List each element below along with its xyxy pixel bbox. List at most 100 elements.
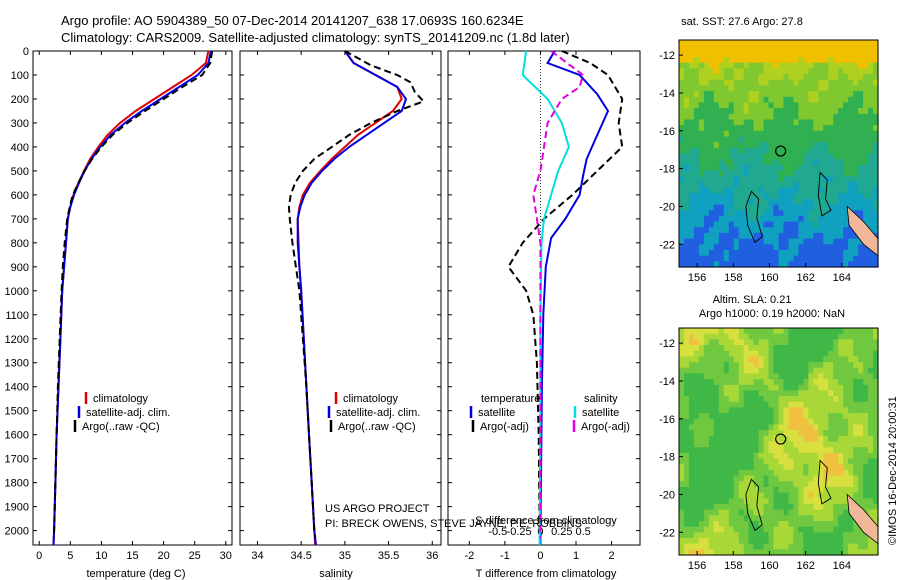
map-cell [783, 390, 790, 397]
map-cell [828, 532, 834, 539]
map-cell [733, 481, 740, 488]
map-cell [828, 435, 834, 443]
map-cell [738, 401, 745, 409]
map-cell [748, 452, 755, 460]
map-cell [818, 407, 824, 414]
map-cell [768, 176, 775, 183]
map-cell [863, 418, 869, 426]
map-cell [848, 255, 854, 262]
map-cell [833, 187, 839, 194]
map-cell [703, 503, 710, 511]
series-argo [287, 50, 426, 538]
map-cell [848, 68, 854, 75]
map-cell [848, 159, 854, 166]
map-cell [689, 250, 695, 257]
map-cell [848, 91, 854, 98]
map-cell [763, 198, 770, 206]
map-cell [733, 187, 740, 194]
map-cell [753, 413, 760, 420]
map-cell [763, 57, 770, 64]
map-cell [873, 40, 879, 47]
map-cell [823, 452, 829, 460]
map-cell [808, 362, 814, 369]
map-cell [783, 521, 790, 528]
map-cell [763, 441, 770, 448]
map-cell [868, 538, 874, 545]
map-cell [783, 447, 790, 454]
map-cell [853, 492, 859, 499]
legend-climatology: climatology [343, 393, 399, 405]
map-cell [828, 441, 834, 448]
map-cell [803, 435, 809, 443]
map-cell [708, 130, 715, 138]
map-cell [818, 532, 824, 539]
map-cell [693, 509, 700, 516]
map-cell [788, 74, 795, 81]
map-cell [768, 51, 775, 58]
map-cell [838, 40, 844, 47]
map-cell [793, 255, 799, 262]
map-cell [813, 227, 819, 234]
map-cell [793, 125, 799, 132]
map-cell [863, 481, 869, 488]
map-cell [798, 125, 804, 132]
map-cell [738, 526, 745, 533]
map-cell [873, 113, 879, 121]
map-cell [698, 85, 705, 92]
map-cell [783, 176, 790, 183]
map-cell [858, 373, 864, 380]
map-cell [823, 40, 829, 47]
map-cell [728, 333, 735, 340]
map-cell [718, 108, 725, 115]
map-cell [873, 125, 879, 132]
map-cell [684, 170, 690, 177]
map-cell [843, 475, 849, 482]
map-cell [773, 255, 780, 262]
map-cell [738, 486, 745, 494]
map-cell [853, 210, 859, 217]
map-cell [684, 261, 690, 268]
map-cell [693, 396, 700, 403]
map-cell [853, 244, 859, 251]
map-cell [778, 227, 785, 234]
y-tick-label: 500 [11, 166, 29, 178]
map-cell [853, 379, 859, 386]
map-cell [778, 430, 785, 437]
map-cell [788, 164, 795, 172]
map-cell [684, 45, 690, 52]
map-cell [808, 142, 814, 149]
map-cell [848, 328, 854, 335]
map-cell [763, 384, 770, 392]
map-cell [828, 418, 834, 426]
map-cell [753, 430, 760, 437]
map-cell [833, 543, 839, 550]
map-cell [738, 464, 745, 471]
map-cell [823, 125, 829, 132]
map-cell [873, 345, 879, 352]
map-cell [758, 153, 765, 160]
map-cell [733, 221, 740, 228]
map-cell [758, 486, 765, 494]
map-cell [808, 74, 814, 81]
map-cell [773, 40, 780, 47]
map-cell [713, 401, 720, 409]
map-cell [793, 227, 799, 234]
map-cell [684, 62, 690, 69]
map-cell [873, 130, 879, 138]
map-cell [808, 418, 814, 426]
map-cell [718, 79, 725, 86]
map-cell [738, 250, 745, 257]
map-cell [748, 345, 755, 352]
map-cell [693, 481, 700, 488]
map-cell [838, 379, 844, 386]
map-cell [758, 238, 765, 245]
map-cell [733, 136, 740, 143]
map-cell [818, 401, 824, 409]
map-cell [858, 492, 864, 499]
map-cell [698, 498, 705, 505]
map-cell [758, 232, 765, 240]
map-cell [788, 401, 795, 409]
map-cell [828, 193, 834, 200]
map-cell [718, 125, 725, 132]
